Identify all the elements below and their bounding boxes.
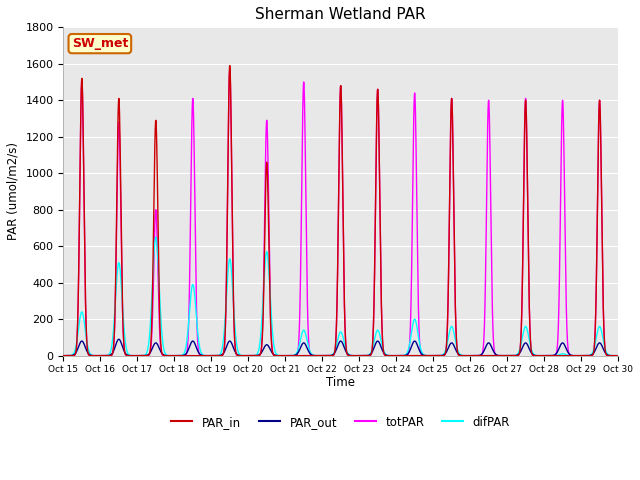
Title: Sherman Wetland PAR: Sherman Wetland PAR	[255, 7, 426, 22]
X-axis label: Time: Time	[326, 376, 355, 389]
Y-axis label: PAR (umol/m2/s): PAR (umol/m2/s)	[7, 143, 20, 240]
Legend: PAR_in, PAR_out, totPAR, difPAR: PAR_in, PAR_out, totPAR, difPAR	[166, 411, 515, 433]
Text: SW_met: SW_met	[72, 37, 128, 50]
